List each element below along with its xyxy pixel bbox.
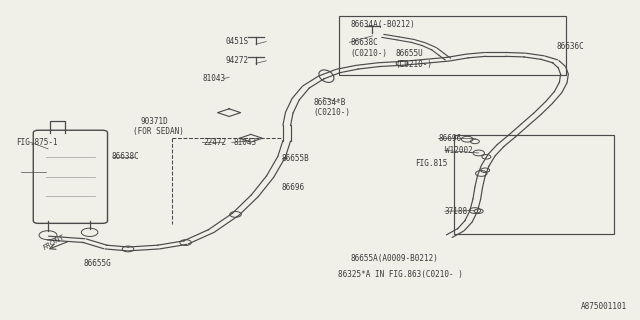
Text: 81043: 81043 [202,74,225,83]
Text: 86655G: 86655G [83,260,111,268]
Bar [339,16,566,75]
Text: 86655B: 86655B [282,154,309,163]
Text: FIG.815: FIG.815 [415,159,447,168]
Text: 94272: 94272 [225,56,248,65]
Text: (FOR SEDAN): (FOR SEDAN) [133,127,184,136]
Text: 86655U: 86655U [396,49,423,58]
Text: (C0210-): (C0210-) [314,108,351,117]
Text: 37188: 37188 [445,207,468,216]
Text: 86655A(A0009-B0212): 86655A(A0009-B0212) [351,254,438,263]
Text: 86634*B: 86634*B [314,98,346,107]
Bar [454,135,614,234]
Text: 86325*A IN FIG.863(C0210- ): 86325*A IN FIG.863(C0210- ) [338,270,463,279]
Text: 90371D: 90371D [141,117,168,126]
Text: 86696: 86696 [282,183,305,192]
Text: W12002: W12002 [445,146,472,155]
Text: 86696: 86696 [438,134,461,143]
Text: 0451S: 0451S [225,37,248,46]
Text: FRONT: FRONT [42,234,65,251]
Text: FIG.875-1: FIG.875-1 [16,138,58,147]
Text: 81043: 81043 [234,138,257,147]
Text: (C0210-): (C0210-) [396,60,433,68]
Text: A875001101: A875001101 [581,302,627,311]
Text: 86634A(-B0212): 86634A(-B0212) [351,20,415,28]
Text: 86638C: 86638C [351,38,378,47]
Text: 86636C: 86636C [557,42,584,51]
Text: 22472: 22472 [204,138,227,147]
Text: 86638C: 86638C [112,152,140,161]
Text: (C0210-): (C0210-) [351,49,388,58]
